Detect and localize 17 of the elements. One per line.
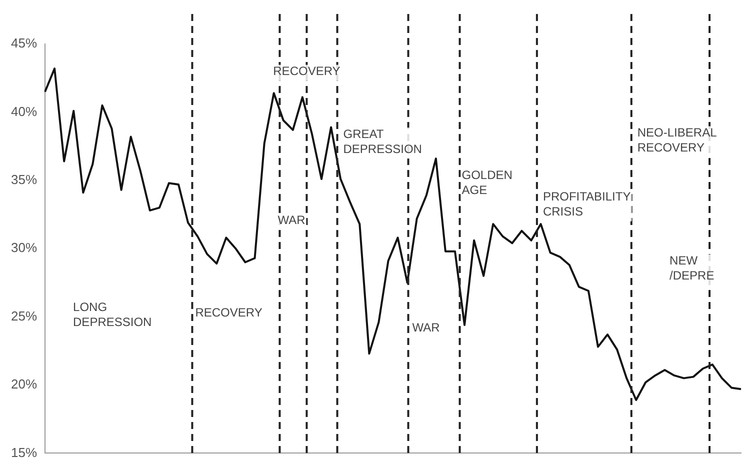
annotation: RECOVERY — [273, 64, 340, 78]
annotation: PROFITABILITY CRISIS — [542, 190, 631, 219]
annotation: GREAT DEPRESSION — [343, 126, 422, 156]
annotation: LONG DEPRESSION — [73, 300, 152, 330]
y-tick-label: 25% — [10, 308, 38, 324]
y-tick-label: 45% — [10, 36, 38, 51]
annotation: WAR — [278, 212, 306, 227]
y-tick-label: 15% — [10, 444, 38, 460]
annotation: RECOVERY — [195, 306, 262, 320]
y-tick-label: 35% — [10, 172, 38, 187]
annotation: WAR — [412, 320, 440, 335]
y-tick-label: 40% — [10, 104, 38, 119]
annotation: GOLDEN AGE — [462, 168, 512, 197]
annotation: NEW /DEPRE — [670, 254, 714, 283]
annotation: NEO-LIBERAL RECOVERY — [637, 126, 718, 155]
y-tick-label: 30% — [10, 240, 38, 256]
y-tick-label: 20% — [10, 376, 38, 392]
